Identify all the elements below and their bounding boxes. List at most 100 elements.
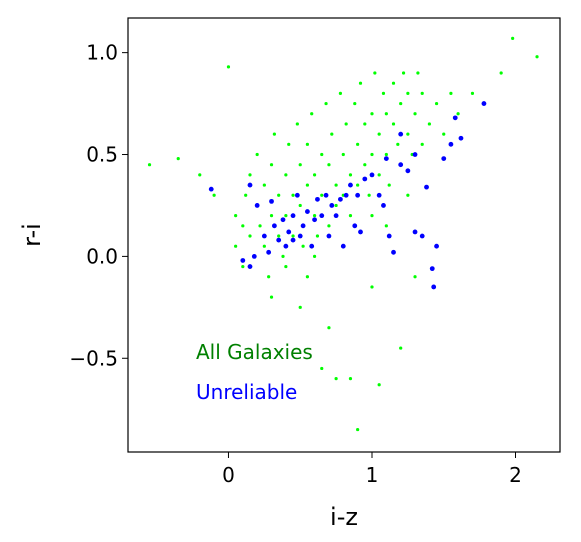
scatter-point	[412, 229, 418, 235]
scatter-point	[363, 163, 367, 167]
scatter-point	[386, 233, 392, 239]
scatter-point	[338, 196, 343, 202]
scatter-point	[481, 101, 487, 106]
scatter-point	[269, 295, 274, 299]
scatter-point	[323, 192, 329, 198]
scatter-point	[370, 112, 374, 116]
scatter-point	[309, 243, 315, 249]
scatter-point	[255, 152, 259, 157]
scatter-point	[286, 229, 292, 235]
scatter-point	[326, 233, 332, 239]
scatter-point	[441, 156, 447, 161]
scatter-point	[344, 122, 348, 126]
scatter-point	[244, 193, 248, 197]
scatter-point	[247, 264, 253, 269]
scatter-point	[290, 213, 296, 219]
scatter-point	[310, 112, 314, 116]
scatter-point	[269, 214, 274, 218]
scatter-point	[276, 237, 282, 243]
annotation: Unreliable	[196, 380, 297, 404]
scatter-point	[320, 152, 324, 157]
scatter-point	[280, 217, 286, 223]
scatter-point	[343, 192, 349, 198]
scatter-point	[355, 192, 361, 198]
scatter-point	[401, 71, 406, 75]
scatter-point	[363, 122, 367, 126]
scatter-point	[434, 101, 439, 106]
scatter-point	[248, 173, 252, 177]
scatter-point	[377, 132, 381, 136]
scatter-point	[248, 234, 252, 238]
scatter-point	[373, 71, 377, 75]
scatter-point	[356, 142, 360, 146]
scatter-point	[358, 229, 363, 235]
plot-frame	[127, 17, 561, 453]
scatter-point	[212, 193, 216, 197]
scatter-point	[147, 163, 152, 167]
scatter-point	[456, 112, 460, 116]
scatter-point	[298, 203, 302, 208]
scatter-point	[267, 275, 271, 279]
scatter-point	[262, 183, 266, 187]
scatter-point	[353, 101, 357, 106]
x-tick-label: 2	[509, 463, 522, 487]
scatter-point	[291, 193, 295, 197]
scatter-point	[406, 193, 410, 197]
scatter-point	[340, 243, 346, 249]
scatter-point	[262, 244, 266, 248]
scatter-point	[424, 184, 429, 190]
scatter-point	[198, 173, 202, 177]
scatter-point	[334, 183, 338, 187]
scatter-point	[431, 284, 437, 290]
y-tick-label: 0.5	[86, 143, 118, 167]
scatter-point	[399, 346, 403, 350]
scatter-point	[420, 91, 424, 95]
scatter-point	[377, 383, 381, 387]
scatter-point	[367, 193, 371, 197]
scatter-point	[362, 176, 368, 182]
scatter-point	[334, 377, 338, 381]
scatter-point	[370, 214, 374, 218]
scatter-point	[281, 254, 285, 258]
scatter-point	[452, 115, 458, 121]
scatter-point	[305, 183, 310, 187]
scatter-point	[234, 214, 238, 218]
scatter-point	[391, 81, 396, 85]
scatter-point	[406, 91, 410, 95]
scatter-point	[300, 223, 306, 229]
y-axis-label: r-i	[18, 223, 46, 247]
scatter-point	[420, 142, 424, 146]
scatter-point	[377, 173, 381, 177]
scatter-point	[387, 183, 391, 187]
x-tick-label: 1	[366, 463, 379, 487]
scatter-point	[338, 91, 343, 95]
scatter-point	[305, 209, 310, 214]
scatter-point	[324, 101, 328, 106]
scatter-point	[241, 224, 245, 228]
scatter-point	[348, 182, 353, 188]
scatter-point	[320, 366, 324, 371]
scatter-point	[271, 223, 277, 229]
scatter-point	[419, 233, 425, 239]
scatter-point	[251, 253, 257, 259]
scatter-point	[442, 132, 446, 136]
scatter-point	[448, 141, 454, 147]
scatter-point	[369, 172, 375, 178]
scatter-point	[356, 427, 360, 432]
scatter-point	[334, 203, 338, 208]
scatter-point	[406, 132, 410, 136]
scatter-point	[370, 285, 374, 289]
scatter-point	[295, 122, 299, 126]
scatter-point	[383, 156, 389, 161]
y-tick-label: 1.0	[86, 41, 118, 65]
scatter-point	[277, 193, 281, 197]
scatter-point	[449, 91, 453, 95]
scatter-point	[327, 163, 331, 167]
annotation: All Galaxies	[196, 340, 313, 364]
scatter-point	[176, 156, 180, 161]
scatter-point	[458, 135, 464, 141]
scatter-point	[298, 305, 302, 309]
x-axis-label: i-z	[330, 503, 358, 531]
y-tick-label: −0.5	[69, 346, 118, 370]
